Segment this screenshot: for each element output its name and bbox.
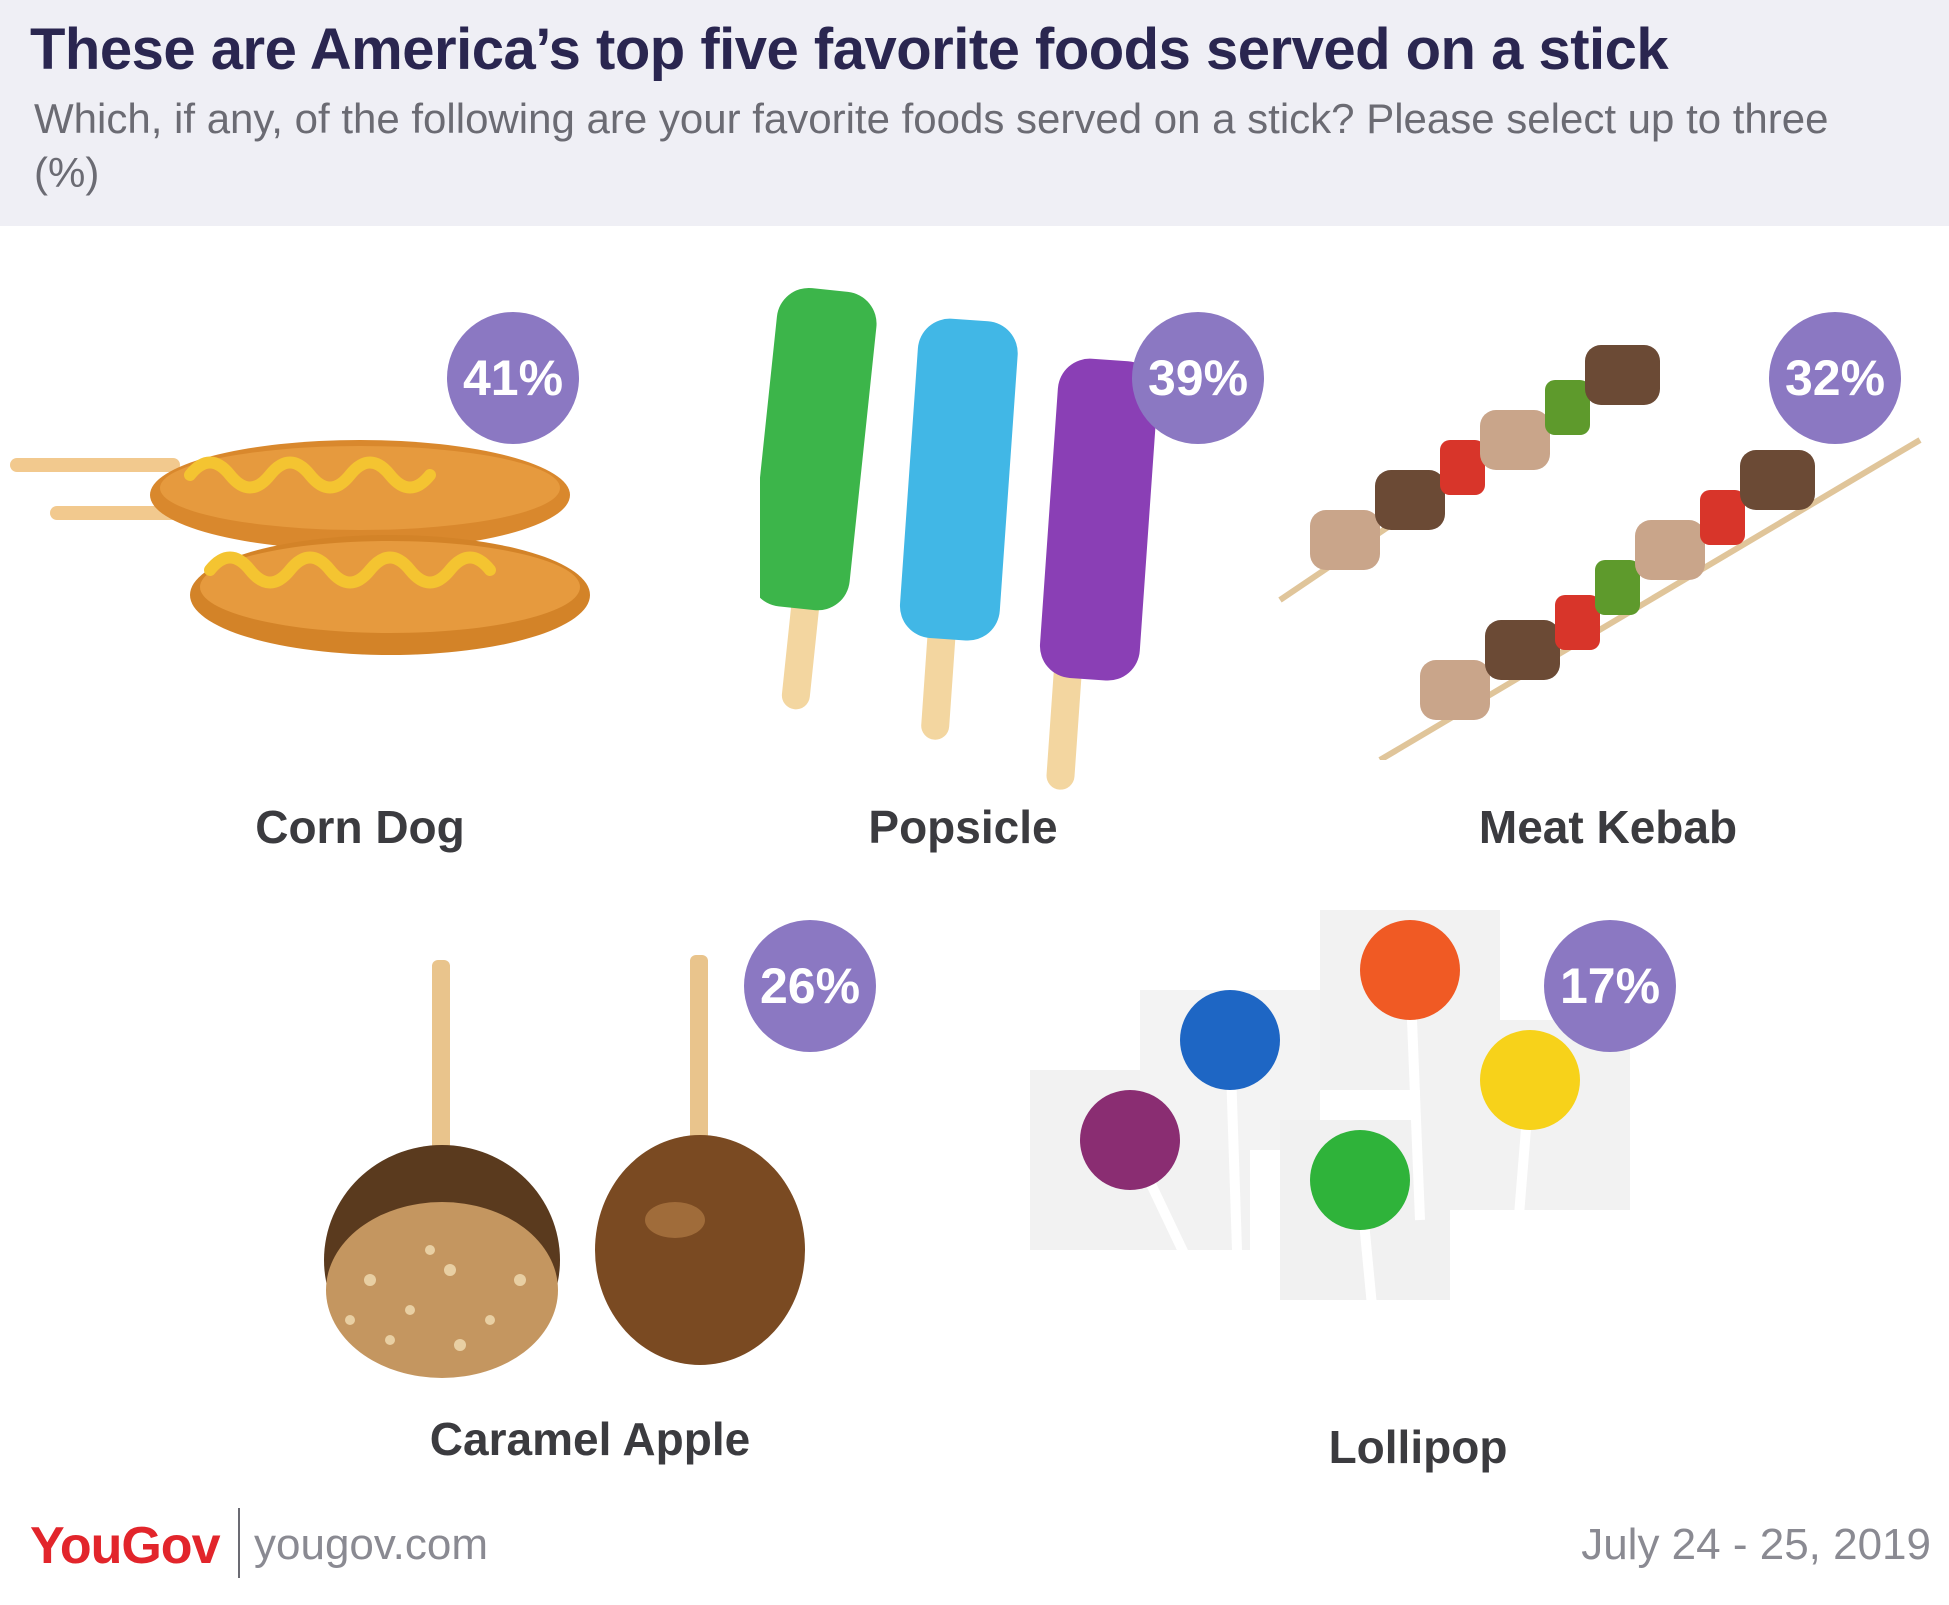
yougov-logo: YouGov xyxy=(30,1517,220,1575)
header-band: These are America’s top five favorite fo… xyxy=(0,0,1949,226)
meat-kebab-illustration xyxy=(1278,345,1922,760)
meat-kebab-percent-badge: 32% xyxy=(1769,312,1901,444)
popsicle-label: Popsicle xyxy=(868,801,1058,853)
survey-dates: July 24 - 25, 2019 xyxy=(1581,1520,1931,1569)
lollipop-illustration xyxy=(1030,910,1630,1390)
corn-dog-percent-badge: 41% xyxy=(447,312,579,444)
lollipop-label: Lollipop xyxy=(1328,1421,1508,1473)
caramel-apple-illustration xyxy=(324,955,805,1378)
chart-subtitle: Which, if any, of the following are your… xyxy=(34,95,1829,196)
corn-dog-label: Corn Dog xyxy=(255,801,465,853)
popsicle-illustration xyxy=(760,287,1158,790)
popsicle-percent-badge: 39% xyxy=(1132,312,1264,444)
lollipop-percent-badge: 17% xyxy=(1544,920,1676,1052)
meat-kebab-label: Meat Kebab xyxy=(1478,801,1738,853)
caramel-apple-percent-badge: 26% xyxy=(744,920,876,1052)
corn-dog-illustration xyxy=(10,440,590,655)
footer-divider xyxy=(238,1508,240,1578)
caramel-apple-label: Caramel Apple xyxy=(429,1413,751,1465)
footer-site-link[interactable]: yougov.com xyxy=(254,1520,488,1569)
chart-title: These are America’s top five favorite fo… xyxy=(30,17,1669,82)
